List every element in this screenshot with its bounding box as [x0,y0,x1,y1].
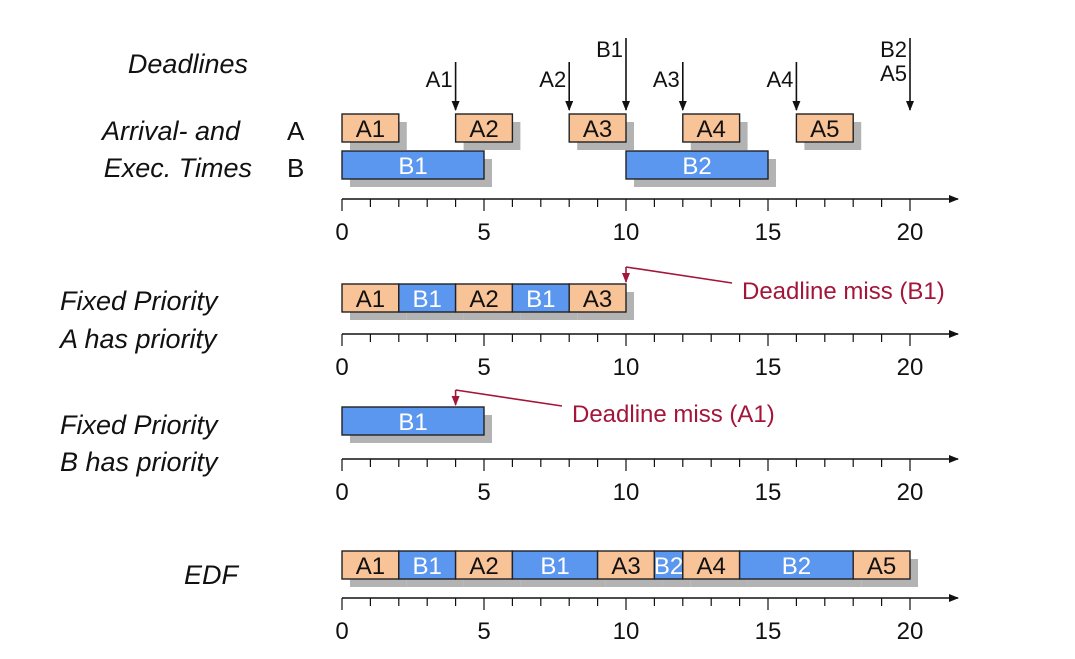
axis-tick-label: 5 [477,219,490,246]
segment-b1 [398,283,457,313]
segment-label-a5: A5 [867,553,896,580]
segment-a1 [341,550,400,580]
segment-label-a3: A3 [583,116,612,143]
deadline-miss-fixed-priority-a: Deadline miss (B1) [622,266,945,305]
segment-label-a3: A3 [583,286,612,313]
deadline-label-a2: A2 [539,67,566,92]
segment-a4 [682,113,741,143]
deadline-label-b2: B2 [880,37,907,62]
miss-leader [455,389,563,407]
axis-tick-label: 20 [897,479,924,506]
axis-tick-label: 0 [335,354,348,381]
segment-a3 [596,550,656,580]
timeline-arrival-a: A1 A2 A3 A4 A5 [341,113,862,150]
time-axis-3: 0 5 10 15 20 [335,455,959,506]
segment-a1 [341,113,400,143]
axis-tick-label: 5 [477,354,490,381]
segment-b1 [341,406,485,436]
miss-label: Deadline miss (A1) [572,401,775,428]
time-axis-2: 0 5 10 15 20 [335,330,959,381]
deadline-label-a1: A1 [426,67,453,92]
segment-a4 [682,550,741,580]
segment-b1 [398,550,457,580]
segment-b2 [625,150,769,180]
deadlines-label: Deadlines [128,49,248,79]
axis-tick-label: 20 [897,354,924,381]
axis-tick-label: 5 [477,618,490,645]
axis-tick-label: 15 [755,618,782,645]
deadline-label-b1: B1 [596,37,623,62]
timeline-arrival-b: B1 B2 [341,150,776,187]
segment-label-a1: A1 [356,553,385,580]
arrival-label-line2: Exec. Times [104,153,252,183]
fixed-priority-a-label-line2: A has priority [58,324,218,354]
row-a-label: A [287,116,305,146]
segment-label-a2: A2 [469,116,498,143]
segment-label-a4: A4 [697,553,726,580]
axis-tick-label: 20 [897,219,924,246]
arrival-label-line1: Arrival- and [100,116,241,146]
deadline-miss-fixed-priority-b: Deadline miss (A1) [451,389,775,428]
axis-tick-label: 15 [755,219,782,246]
segment-label-a4: A4 [697,116,726,143]
segment-a5 [795,113,854,143]
segment-b2 [653,550,684,580]
axis-tick-label: 10 [613,219,640,246]
axis-tick-label: 20 [897,618,924,645]
segment-label-a1: A1 [356,286,385,313]
deadline-misses: Deadline miss (B1) Deadline miss (A1) [451,266,945,428]
axis-tick-label: 10 [613,618,640,645]
time-axis-4: 0 5 10 15 20 [335,594,959,645]
timeline-fixed-priority-a: A1 B1 A2 B1 A3 [341,283,634,320]
timeline-fixed-priority-b: B1 [341,406,492,443]
segment-label-b1: B1 [526,286,555,313]
axis-tick-label: 15 [755,354,782,381]
axis-tick-label: 10 [613,479,640,506]
axis-tick-label: 15 [755,479,782,506]
axis-tick-label: 10 [613,354,640,381]
timeline-edf: A1 B1 A2 B1 A3 B2 A4 B2 A5 [341,550,918,587]
segment-label-b1: B1 [413,553,442,580]
time-axis-1: 0 5 10 15 20 [335,195,959,246]
segment-a2 [454,283,514,313]
miss-leader [625,266,733,284]
segment-a1 [341,283,400,313]
segment-label-b2: B2 [654,553,683,580]
segment-a2 [454,113,514,143]
segment-label-b2: B2 [782,553,811,580]
segment-a5 [852,550,911,580]
segment-label-b1: B1 [398,153,427,180]
deadline-label-a4: A4 [766,67,793,92]
segment-label-b1: B1 [398,409,427,436]
fixed-priority-a-label-line1: Fixed Priority [60,286,219,316]
segment-label-b2: B2 [682,153,711,180]
axis-tick-label: 0 [335,618,348,645]
segment-label-b1: B1 [540,553,569,580]
deadline-label-a3: A3 [653,67,680,92]
segment-label-a1: A1 [356,116,385,143]
miss-label: Deadline miss (B1) [742,278,945,305]
fixed-priority-b-label-line1: Fixed Priority [60,410,219,440]
time-axes: 0 5 10 15 20 0 5 10 15 20 0 5 10 15 20 0 5 10 15 20 [335,195,959,645]
axis-tick-label: 0 [335,219,348,246]
segment-a3 [568,113,627,143]
segment-b2 [738,550,854,580]
segment-label-a5: A5 [810,116,839,143]
segment-label-a2: A2 [469,553,498,580]
segment-b1 [511,550,599,580]
segment-label-b1: B1 [413,286,442,313]
segment-a3 [568,283,627,313]
edf-label: EDF [184,560,240,590]
segment-b1 [341,150,485,180]
axis-tick-label: 0 [335,479,348,506]
fixed-priority-b-label-line2: B has priority [60,447,219,477]
timeline-rows: A1 A2 A3 A4 A5 B1 B2 A1 B1 A2 B1 A3 B1 A1 B1 A2 B1 A3 B2 A4… [341,113,918,587]
deadline-label-a5: A5 [880,61,907,86]
segment-label-a3: A3 [611,553,640,580]
axis-tick-label: 5 [477,479,490,506]
segment-label-a2: A2 [469,286,498,313]
row-b-label: B [287,153,304,183]
